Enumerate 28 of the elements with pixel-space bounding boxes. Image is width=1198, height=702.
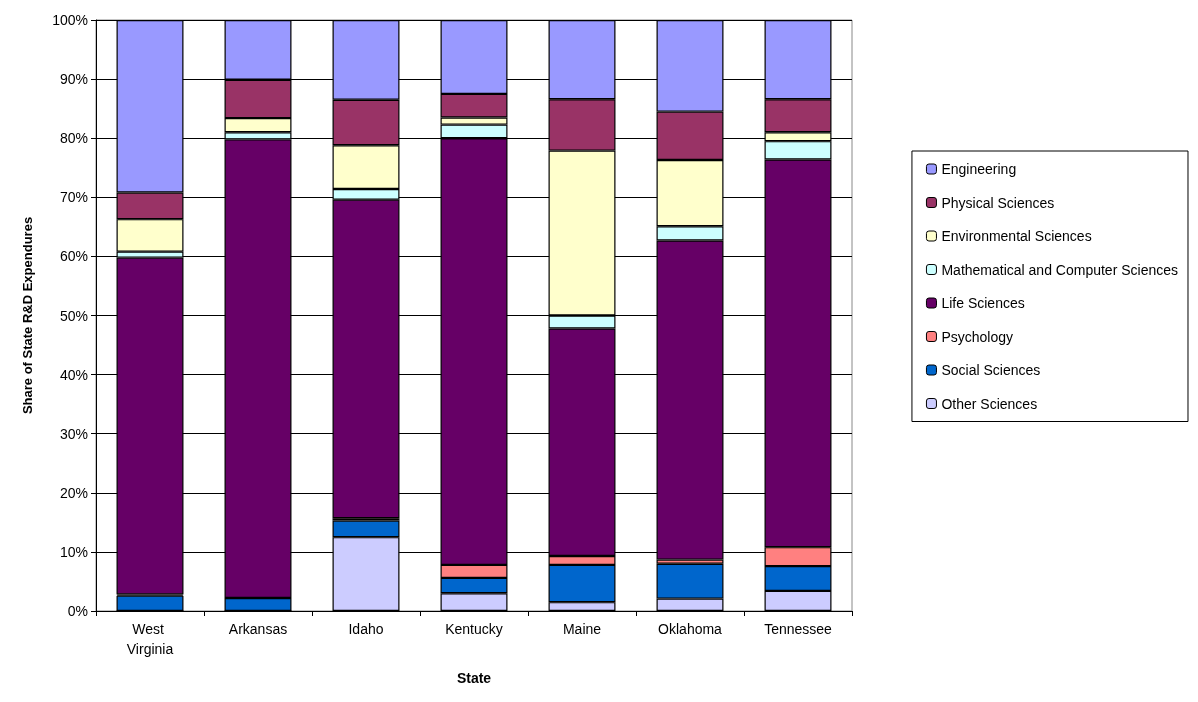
legend-label: Mathematical and Computer Sciences <box>941 261 1178 278</box>
legend-label: Psychology <box>941 328 1014 345</box>
y-axis-title: Share of State R&D Expendures <box>20 216 35 415</box>
y-tick-label: 10% <box>59 543 88 560</box>
x-tick-label: Arkansas <box>228 621 288 637</box>
y-tick-label: 80% <box>59 130 88 147</box>
y-tick-label: 90% <box>59 71 88 88</box>
y-tick-label: 100% <box>52 12 88 28</box>
y-tick-label: 30% <box>59 425 88 442</box>
x-tick-label: Tennessee <box>764 621 833 637</box>
x-tick-label: Maine <box>562 621 602 637</box>
x-tick-label: West Virginia <box>126 621 174 657</box>
y-tick-label: 70% <box>59 189 88 206</box>
legend-label: Social Sciences <box>941 362 1041 378</box>
y-tick-label: 0% <box>67 603 88 619</box>
y-tick-label: 60% <box>59 248 88 265</box>
legend-label: Engineering <box>941 161 1017 177</box>
x-axis-title: State <box>456 670 492 686</box>
legend-label: Environmental Sciences <box>941 228 1092 244</box>
y-tick-label: 20% <box>59 484 88 501</box>
y-tick-label: 40% <box>59 366 88 383</box>
legend-label: Physical Sciences <box>941 194 1055 211</box>
x-tick-label: Oklahoma <box>658 621 723 637</box>
y-tick-label: 50% <box>59 307 88 324</box>
x-tick-label: Idaho <box>348 621 384 637</box>
x-tick-label: Kentucky <box>445 621 503 637</box>
legend-label: Life Sciences <box>941 295 1025 311</box>
legend-label: Other Sciences <box>941 395 1038 412</box>
